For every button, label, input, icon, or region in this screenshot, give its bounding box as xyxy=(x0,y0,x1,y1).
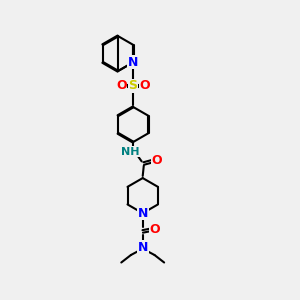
Text: N: N xyxy=(128,56,138,69)
Text: S: S xyxy=(129,80,138,92)
Text: N: N xyxy=(137,207,148,220)
Text: NH: NH xyxy=(121,147,139,157)
Text: O: O xyxy=(151,154,162,167)
Text: O: O xyxy=(116,80,127,92)
Text: N: N xyxy=(137,241,148,254)
Text: O: O xyxy=(149,223,160,236)
Text: O: O xyxy=(140,80,150,92)
